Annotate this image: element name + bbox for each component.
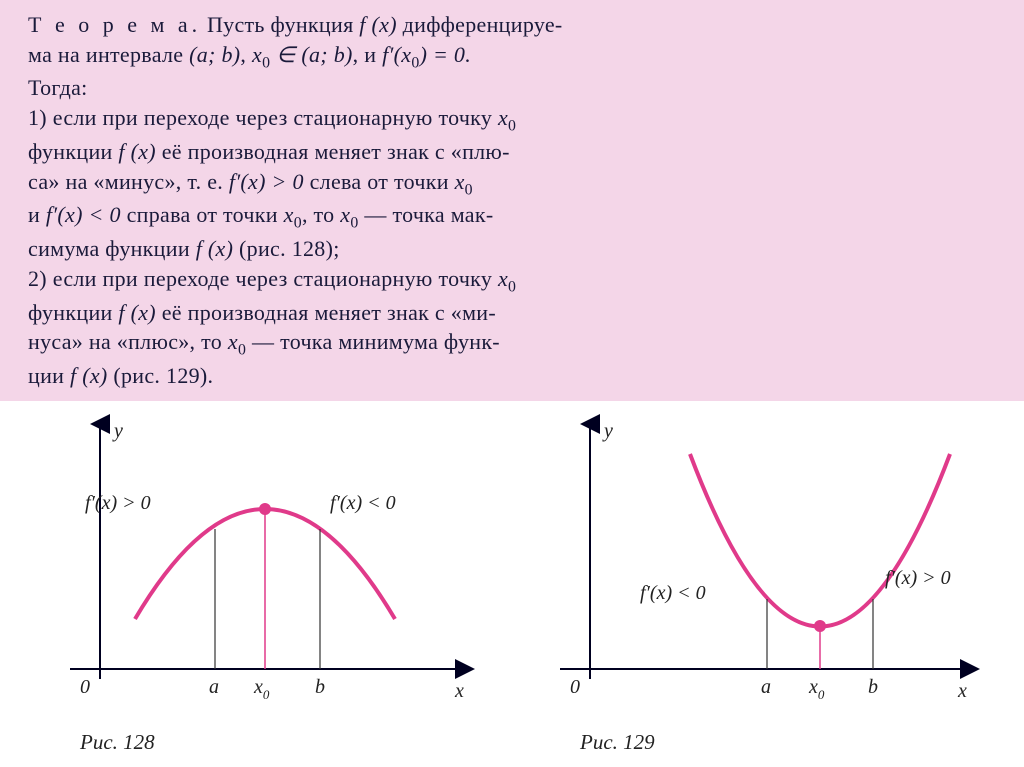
theorem-item2-l1: 2) если при переходе через стационарную … <box>28 264 996 298</box>
y-axis-label: y <box>602 420 613 442</box>
theorem-item1-l3: са» на «минус», т. е. f′(x) > 0 слева от… <box>28 167 996 201</box>
right-deriv-label: f′(x) < 0 <box>330 492 396 514</box>
left-deriv-label: f′(x) > 0 <box>85 492 151 514</box>
figure-128-svg: y x 0 a x0 b f′(x) > 0 f′(x) < 0 <box>30 409 490 719</box>
right-deriv-label: f′(x) > 0 <box>885 567 951 589</box>
figure-129-svg: y x 0 a x0 b f′(x) < 0 f′(x) > 0 <box>530 409 990 719</box>
label-a: a <box>209 676 219 698</box>
theorem-box: Т е о р е м а. Пусть функция f (x) диффе… <box>0 0 1024 401</box>
figure-129: y x 0 a x0 b f′(x) < 0 f′(x) > 0 Рис. 12… <box>530 409 1000 755</box>
origin-label: 0 <box>570 676 580 698</box>
figure-129-caption: Рис. 129 <box>580 730 1000 755</box>
theorem-then: Тогда: <box>28 73 996 103</box>
left-deriv-label: f′(x) < 0 <box>640 582 706 604</box>
figures-row: y x 0 a x0 b f′(x) > 0 f′(x) < 0 Рис. 12… <box>0 409 1024 755</box>
theorem-item2-l2: функции f (x) её производная меняет знак… <box>28 298 996 328</box>
theorem-line1: Т е о р е м а. Пусть функция f (x) диффе… <box>28 10 996 40</box>
label-x0: x0 <box>253 676 270 702</box>
label-x0: x0 <box>808 676 825 702</box>
curve <box>690 454 950 627</box>
origin-label: 0 <box>80 676 90 698</box>
label-a: a <box>761 676 771 698</box>
theorem-item1-l5: симума функции f (x) (рис. 128); <box>28 234 996 264</box>
figure-128: y x 0 a x0 b f′(x) > 0 f′(x) < 0 Рис. 12… <box>30 409 520 755</box>
theorem-item2-l3: нуса» на «плюс», то x0 — точка минимума … <box>28 327 996 361</box>
theorem-item1-l4: и f′(x) < 0 справа от точки x0, то x0 — … <box>28 200 996 234</box>
theorem-item2-l4: ции f (x) (рис. 129). <box>28 361 996 391</box>
y-axis-label: y <box>112 420 123 442</box>
label-b: b <box>868 676 878 698</box>
figure-128-caption: Рис. 128 <box>80 730 520 755</box>
theorem-item1-l2: функции f (x) её производная меняет знак… <box>28 137 996 167</box>
label-b: b <box>315 676 325 698</box>
theorem-title: Т е о р е м а. <box>28 12 201 37</box>
x-axis-label: x <box>957 680 967 702</box>
x-axis-label: x <box>454 680 464 702</box>
theorem-item1-l1: 1) если при переходе через стационарную … <box>28 103 996 137</box>
theorem-line2: ма на интервале (a; b), x0 ∈ (a; b), и f… <box>28 40 996 74</box>
